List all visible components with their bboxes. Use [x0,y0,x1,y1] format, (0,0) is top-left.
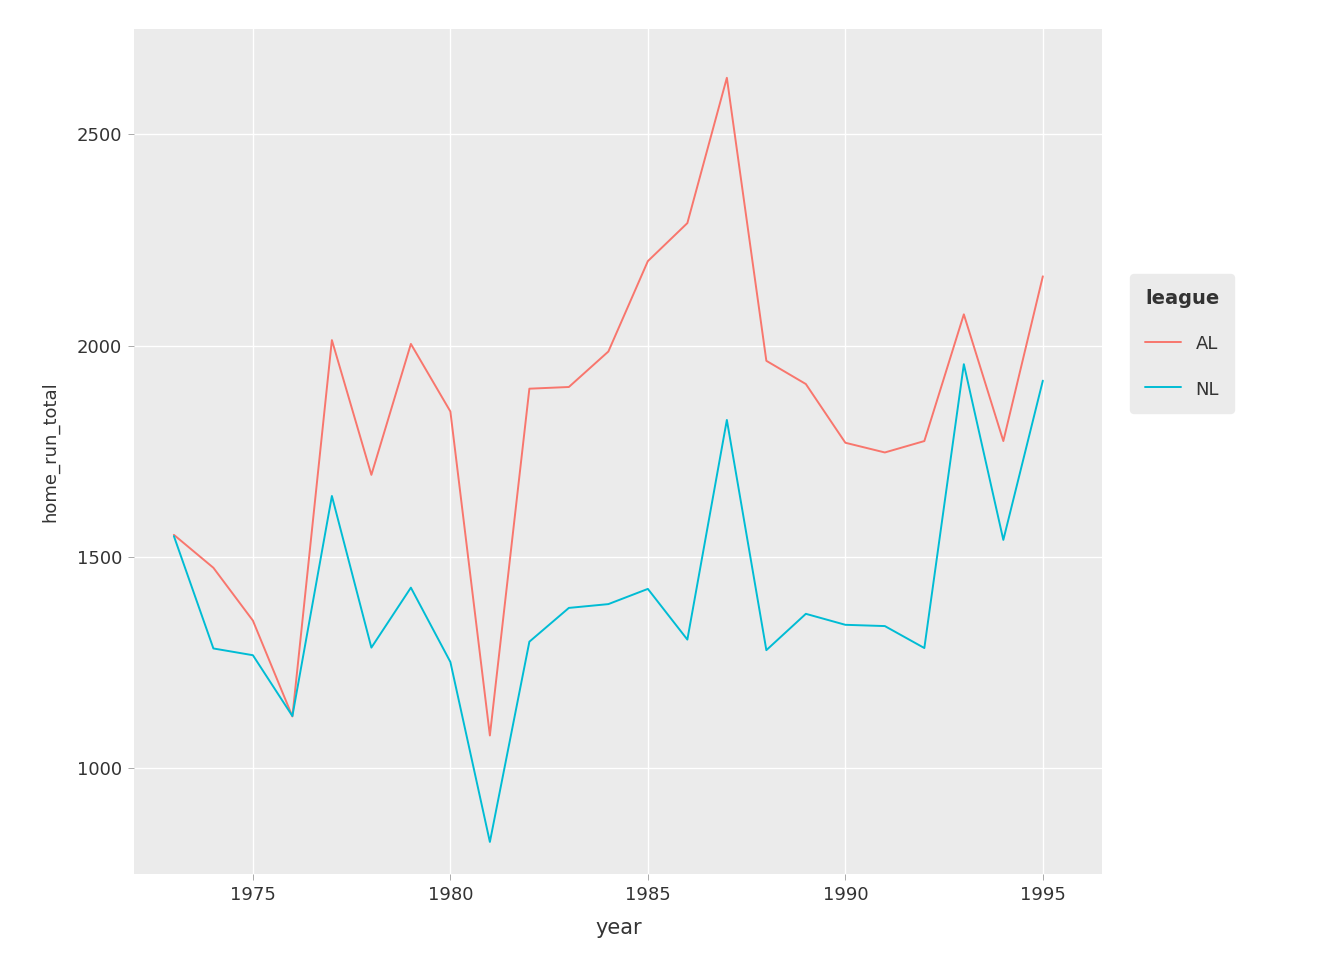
X-axis label: year: year [595,918,641,938]
NL [521,636,538,647]
NL [758,644,774,656]
NL [442,657,458,668]
NL [876,620,892,632]
Y-axis label: home_run_total: home_run_total [42,381,59,521]
AL [876,446,892,458]
NL [324,491,340,502]
NL [245,650,261,661]
Line: AL: AL [173,78,1043,735]
AL [956,308,972,320]
NL [206,642,222,654]
AL [679,217,695,228]
AL [758,355,774,367]
NL [956,358,972,370]
NL [679,634,695,645]
AL [560,381,577,393]
Line: NL: NL [173,364,1043,842]
NL [363,642,379,654]
AL [403,338,419,349]
Legend: AL, NL: AL, NL [1130,275,1234,413]
AL [601,346,617,357]
NL [917,642,933,654]
NL [285,710,301,722]
NL [1035,375,1051,387]
AL [798,378,814,390]
NL [719,414,735,425]
NL [560,602,577,613]
NL [837,619,853,631]
AL [165,529,181,540]
AL [837,437,853,448]
AL [363,469,379,481]
AL [917,435,933,446]
NL [601,598,617,610]
NL [481,836,497,848]
AL [996,435,1012,446]
AL [442,406,458,418]
NL [403,582,419,593]
NL [165,530,181,541]
NL [640,583,656,594]
NL [798,608,814,619]
AL [285,710,301,722]
AL [324,334,340,346]
NL [996,534,1012,545]
AL [206,562,222,573]
AL [521,383,538,395]
AL [719,72,735,84]
AL [481,730,497,741]
AL [640,255,656,267]
AL [245,614,261,626]
AL [1035,271,1051,282]
